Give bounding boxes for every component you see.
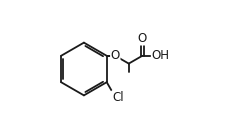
Text: OH: OH (151, 49, 169, 62)
Text: O: O (110, 49, 119, 62)
Text: Cl: Cl (112, 91, 123, 104)
Text: O: O (137, 32, 146, 45)
